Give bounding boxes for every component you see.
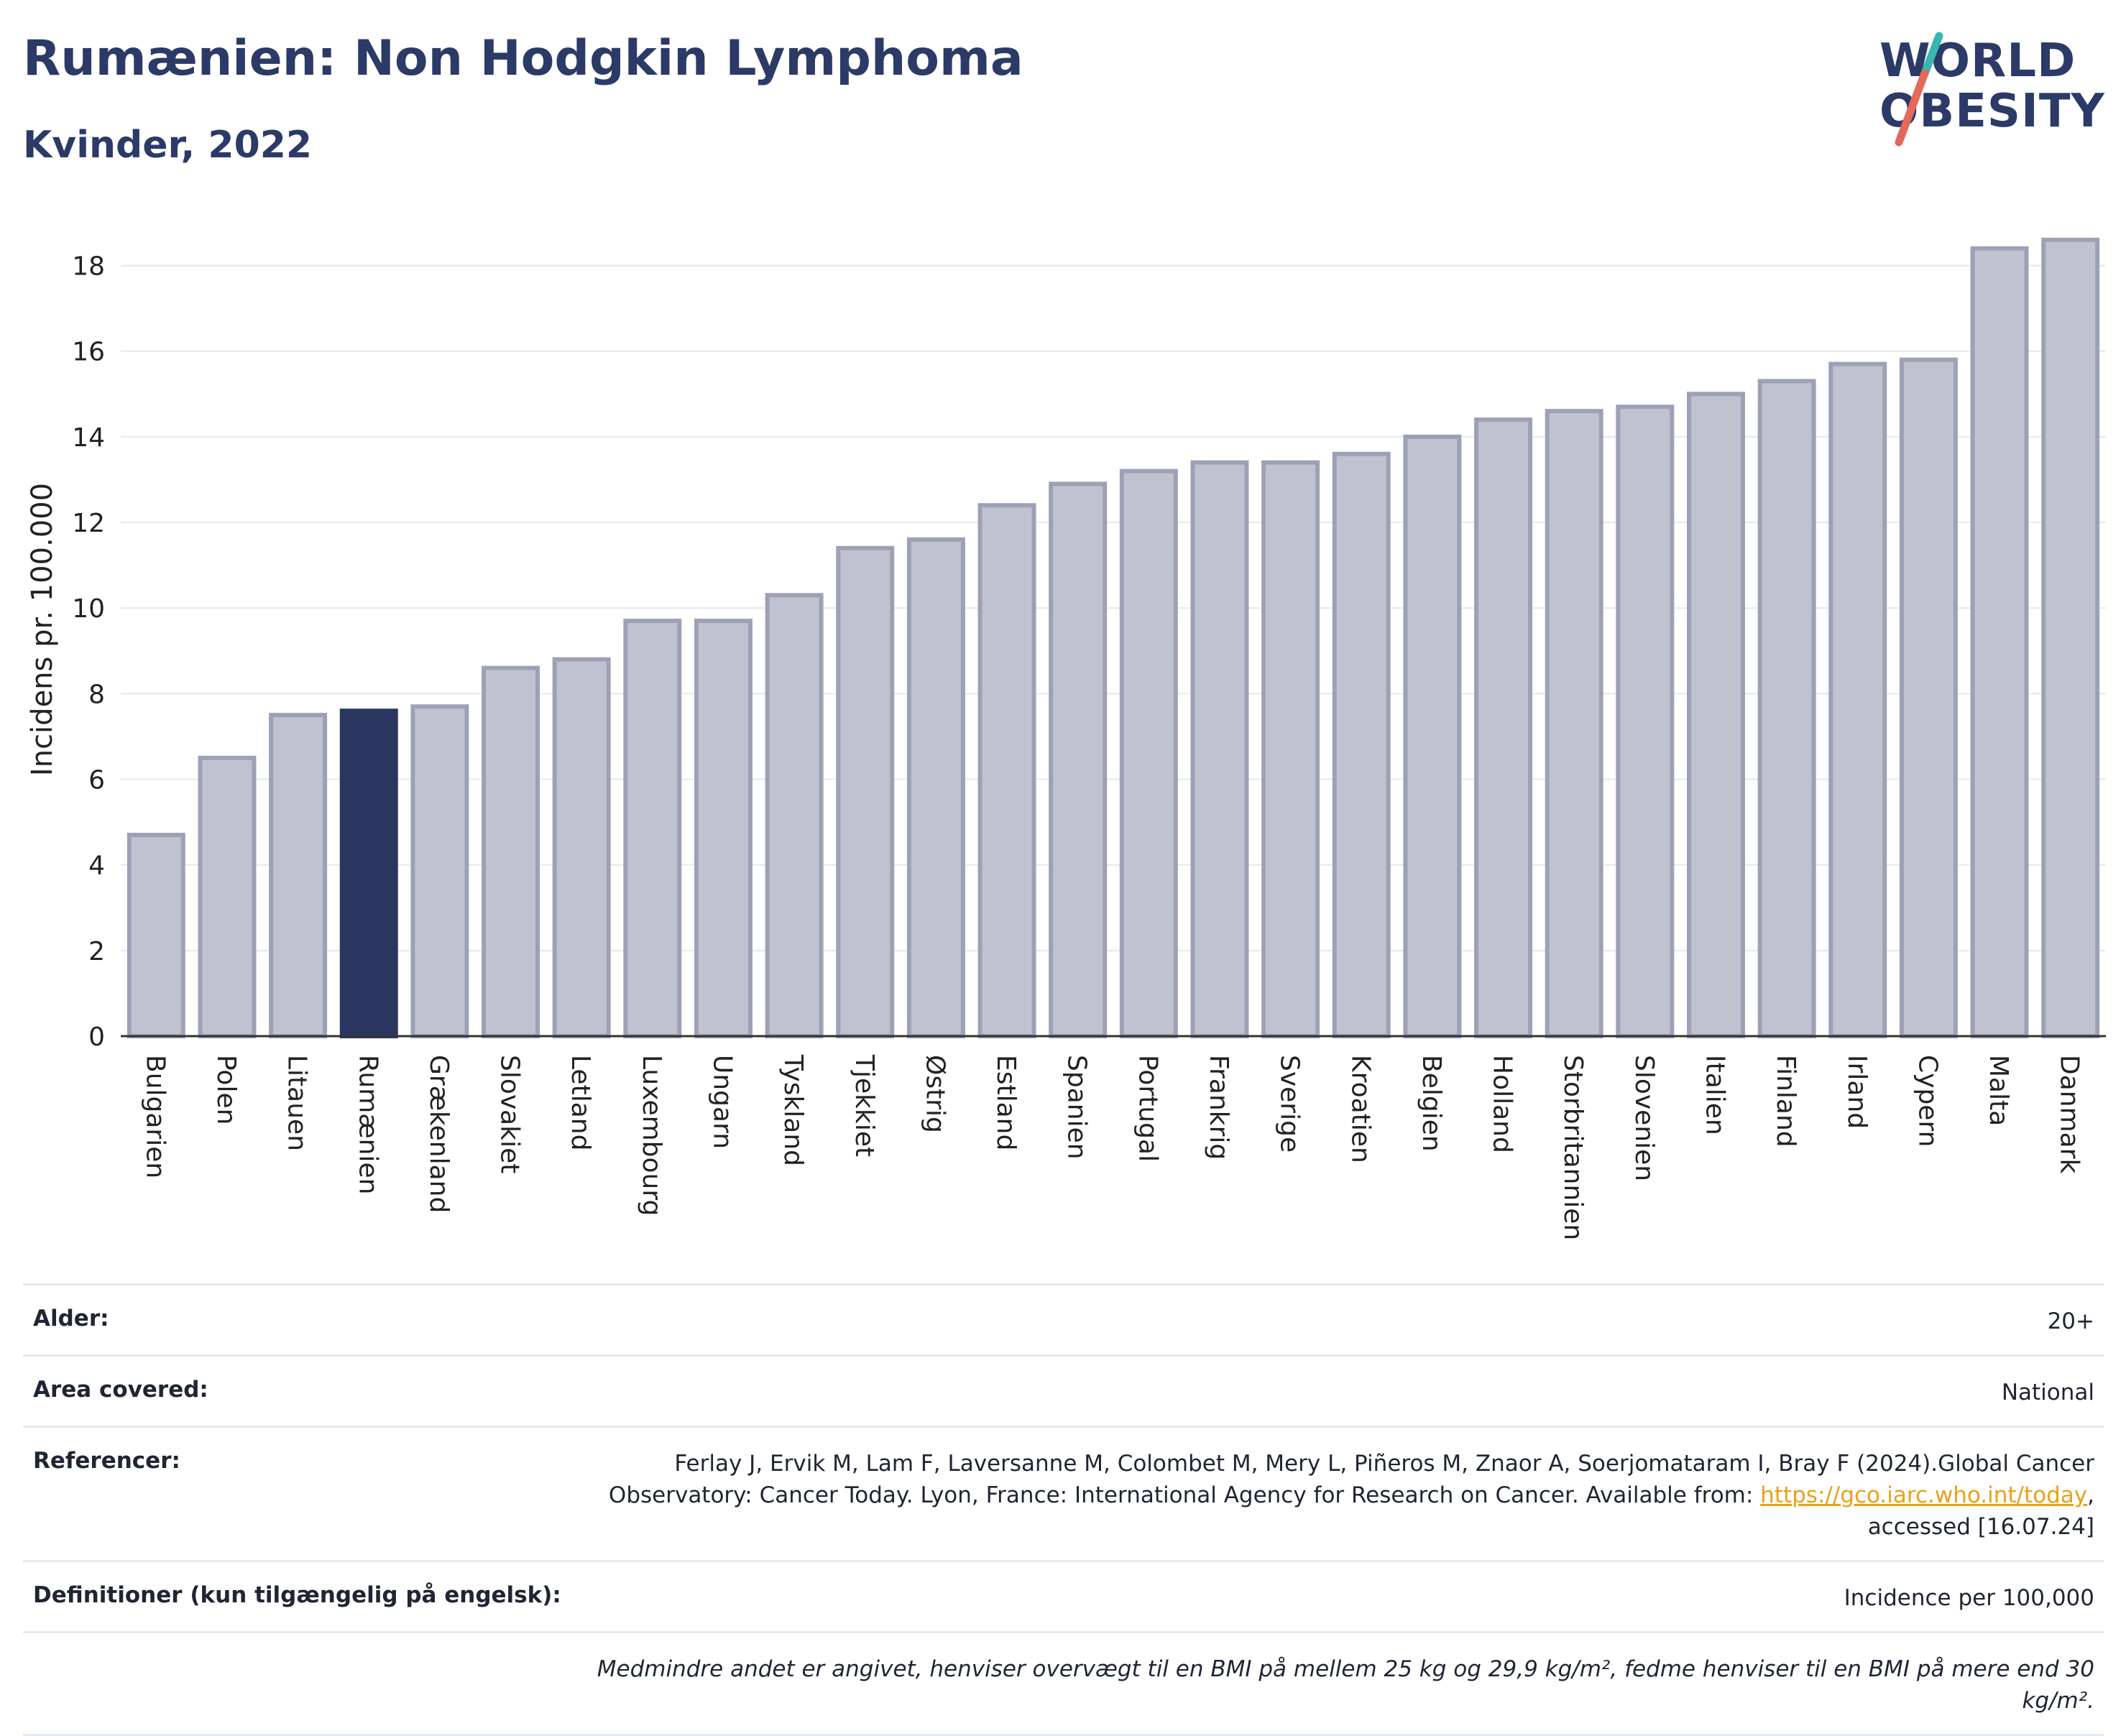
x-tick-label: Ungarn xyxy=(707,1055,737,1149)
y-tick-label: 2 xyxy=(88,937,105,966)
footnote: Medmindre andet er angivet, henviser ove… xyxy=(597,1656,2094,1714)
age-label: Alder: xyxy=(33,1306,109,1331)
info-row-references: Referencer: Ferlay J, Ervik M, Lam F, La… xyxy=(23,1426,2104,1560)
bar-26 xyxy=(1899,357,1958,1038)
bar-22 xyxy=(1616,405,1675,1039)
logo-slash-icon xyxy=(1895,32,1943,147)
bar-25 xyxy=(1828,361,1887,1038)
bar-5 xyxy=(410,704,469,1039)
bar-2 xyxy=(198,755,257,1038)
references-text: Ferlay J, Ervik M, Lam F, Laversanne M, … xyxy=(608,1451,2094,1508)
bar-18 xyxy=(1332,451,1391,1038)
info-row-note: Medmindre andet er angivet, henviser ove… xyxy=(23,1631,2104,1736)
y-tick-label: 4 xyxy=(88,851,105,881)
bar-9 xyxy=(694,619,753,1038)
y-tick-label: 18 xyxy=(72,252,105,282)
x-tick-label: Belgien xyxy=(1417,1055,1446,1152)
info-row-age: Alder: 20+ xyxy=(23,1283,2104,1354)
x-tick-label: Holland xyxy=(1488,1055,1517,1153)
x-tick-label: Polen xyxy=(211,1055,241,1125)
bar-16 xyxy=(1190,460,1249,1039)
references-value: Ferlay J, Ervik M, Lam F, Laversanne M, … xyxy=(549,1448,2094,1543)
definitions-label: Definitioner (kun tilgængelig på engelsk… xyxy=(33,1582,561,1608)
bar-4 xyxy=(339,708,398,1038)
x-tick-label: Rumænien xyxy=(353,1055,382,1194)
x-tick-label: Letland xyxy=(566,1055,595,1150)
x-tick-label: Italien xyxy=(1700,1055,1729,1135)
bar-14 xyxy=(1049,481,1108,1038)
x-tick-label: Spanien xyxy=(1062,1055,1092,1160)
logo-text-world: WORLD xyxy=(1879,34,2076,88)
x-tick-label: Kroatien xyxy=(1345,1055,1375,1163)
bar-8 xyxy=(623,619,682,1038)
bar-12 xyxy=(906,537,965,1038)
x-tick-label: Finland xyxy=(1771,1055,1800,1148)
x-tick-label: Slovenien xyxy=(1629,1055,1659,1181)
y-tick-label: 12 xyxy=(72,509,105,538)
x-tick-label: Irland xyxy=(1842,1055,1872,1129)
x-tick-label: Frankrig xyxy=(1204,1055,1233,1160)
y-tick-label: 14 xyxy=(72,423,105,453)
bar-17 xyxy=(1261,460,1320,1039)
x-tick-label: Storbritannien xyxy=(1558,1055,1588,1240)
x-tick-label: Slovakiet xyxy=(495,1055,525,1173)
y-tick-label: 6 xyxy=(88,766,105,795)
x-tick-label: Tjekkiet xyxy=(850,1054,879,1157)
bar-28 xyxy=(2041,237,2100,1039)
bar-13 xyxy=(977,503,1036,1038)
x-tick-label: Cypern xyxy=(1913,1055,1942,1147)
references-label: Referencer: xyxy=(33,1448,180,1474)
bar-23 xyxy=(1686,392,1745,1038)
x-tick-label: Tyskland xyxy=(778,1054,808,1166)
info-row-definitions: Definitioner (kun tilgængelig på engelsk… xyxy=(23,1560,2104,1631)
references-link[interactable]: https://gco.iarc.who.int/today xyxy=(1760,1482,2088,1508)
area-label: Area covered: xyxy=(33,1377,208,1403)
bar-3 xyxy=(269,713,328,1038)
page-subtitle: Kvinder, 2022 xyxy=(23,124,313,167)
bar-19 xyxy=(1403,434,1462,1039)
bar-11 xyxy=(836,545,895,1038)
bar-chart: 0 2 4 6 8 10 12 14 16 18 Incidens pr. 100.000 Bulga… xyxy=(26,237,2106,1240)
area-value: National xyxy=(2001,1380,2094,1405)
info-row-area: Area covered: National xyxy=(23,1354,2104,1426)
age-value: 20+ xyxy=(2047,1308,2094,1334)
y-axis-label: Incidens pr. 100.000 xyxy=(26,483,59,776)
page-title: Rumænien: Non Hodgkin Lymphoma xyxy=(23,30,1023,87)
bar-10 xyxy=(765,593,824,1038)
bar-1 xyxy=(126,832,185,1038)
y-tick-label: 16 xyxy=(72,338,105,367)
references-accessed: , accessed [16.07.24] xyxy=(1867,1482,2094,1540)
bar-6 xyxy=(482,665,540,1038)
x-tick-label: Litauen xyxy=(282,1055,312,1151)
x-tick-label: Sverige xyxy=(1275,1055,1304,1153)
y-tick-label: 0 xyxy=(88,1022,105,1052)
bar-15 xyxy=(1119,468,1178,1038)
x-tick-label: Estland xyxy=(991,1055,1021,1150)
bar-7 xyxy=(552,657,611,1038)
definitions-value: Incidence per 100,000 xyxy=(1844,1585,2094,1611)
bar-24 xyxy=(1757,379,1816,1039)
bar-27 xyxy=(1970,246,2029,1039)
bar-20 xyxy=(1474,417,1533,1038)
y-tick-label: 10 xyxy=(72,594,105,624)
x-tick-label: Bulgarien xyxy=(140,1055,170,1178)
bar-21 xyxy=(1545,409,1603,1039)
x-tick-label: Portugal xyxy=(1133,1055,1162,1162)
x-tick-label: Malta xyxy=(1984,1055,2013,1126)
y-tick-label: 8 xyxy=(88,680,105,709)
x-tick-label: Luxembourg xyxy=(637,1055,666,1216)
x-tick-label: Grækenland xyxy=(424,1055,454,1213)
info-table: Alder: 20+ Area covered: National Refere… xyxy=(23,1283,2104,1736)
world-obesity-logo: WORLD OBESITY xyxy=(1876,22,2113,151)
x-tick-label: Østrig xyxy=(920,1055,949,1133)
x-tick-label: Danmark xyxy=(2055,1055,2084,1174)
